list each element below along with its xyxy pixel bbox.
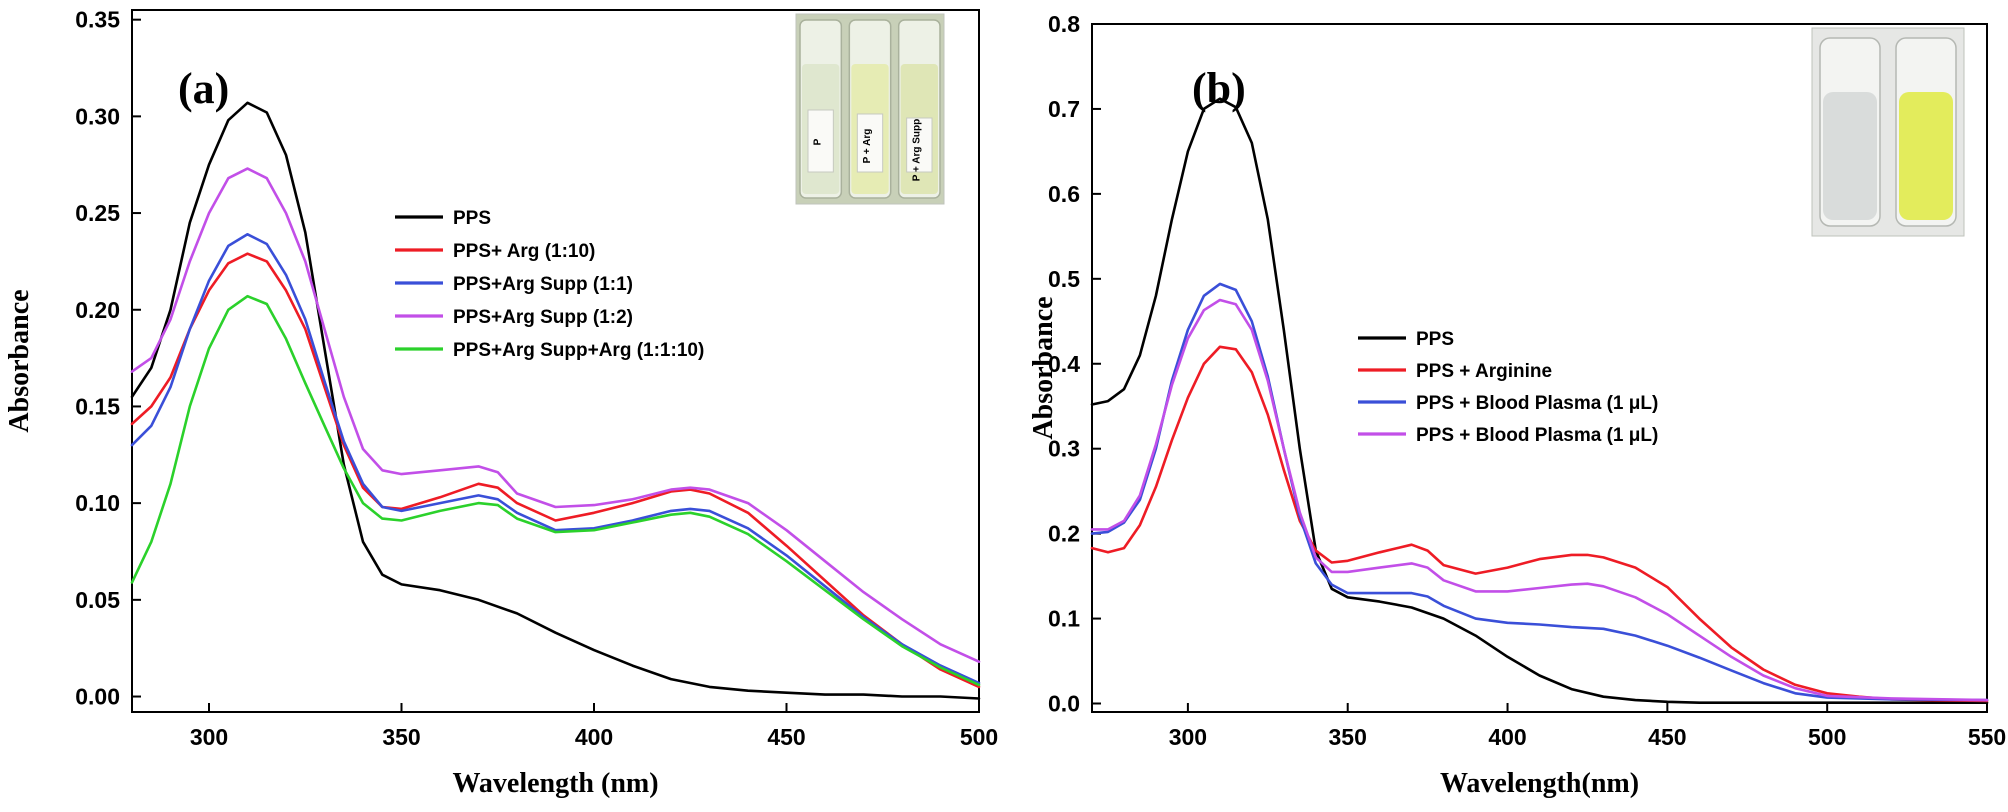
- y-axis-title: Absorbance: [1028, 296, 1059, 439]
- legend: PPS PPS + Arginine PPS + Blood Plasma (1 μ…: [1358, 329, 1658, 446]
- y-tick-label: 0.2: [1048, 521, 1080, 547]
- y-tick-label: 0.00: [75, 684, 120, 710]
- x-tick-label: 400: [575, 724, 613, 750]
- series-line: [130, 101, 981, 700]
- legend-entry: PPS+Arg Supp+Arg (1:1:10): [453, 340, 704, 361]
- vial-label: P + Arg: [862, 129, 873, 164]
- y-tick-label: 0.5: [1048, 266, 1080, 292]
- series-line: [130, 167, 981, 663]
- legend-entry: PPS + Blood Plasma (1 μL): [1416, 425, 1658, 446]
- x-tick-label: 300: [1169, 724, 1207, 750]
- series-line: [1090, 345, 1989, 703]
- inset-vial-photo: P P + Arg P + Arg Supp: [795, 13, 945, 205]
- series-line: [1090, 282, 1989, 702]
- legend-entry: PPS+Arg Supp (1:1): [453, 274, 633, 295]
- legend-entry: PPS: [1416, 329, 1454, 350]
- x-tick-label: 450: [767, 724, 805, 750]
- x-tick-label: 300: [190, 724, 228, 750]
- series-line: [1090, 298, 1989, 702]
- y-axis-title: Absorbance: [4, 289, 35, 432]
- y-tick-label: 0.1: [1048, 606, 1080, 632]
- y-tick-label: 0.6: [1048, 181, 1080, 207]
- y-tick-label: 0.4: [1048, 351, 1080, 377]
- series-line: [130, 233, 981, 685]
- panel-label: (a): [178, 64, 229, 113]
- vial-label: P + Arg Supp: [911, 119, 922, 182]
- y-tick-label: 0.30: [75, 103, 120, 129]
- panel-b-chart: 0.0 0.1 0.2 0.3 0.4 0.5 0.6 0.7 0.8 300 350 400 450 5…: [1028, 11, 2006, 799]
- legend-entry: PPS+ Arg (1:10): [453, 241, 595, 262]
- y-tick-label: 0.35: [75, 7, 120, 33]
- x-tick-label: 400: [1488, 724, 1526, 750]
- y-tick-label: 0.05: [75, 587, 120, 613]
- inset-vial-photo: [1811, 27, 1965, 237]
- legend-entry: PPS + Blood Plasma (1 μL): [1416, 393, 1658, 414]
- y-tick-label: 0.8: [1048, 11, 1080, 37]
- x-tick-label: 450: [1648, 724, 1686, 750]
- legend: PPS PPS+ Arg (1:10) PPS+Arg Supp (1:1) PPS+…: [395, 208, 704, 361]
- plot-area: [131, 9, 980, 713]
- x-tick-label: 350: [382, 724, 420, 750]
- panel-a-chart: 0.00 0.05 0.10 0.15 0.20 0.25 0.30 0.35 300 350 40…: [4, 7, 998, 799]
- x-tick-label: 550: [1968, 724, 2006, 750]
- panel-label: (b): [1192, 64, 1246, 113]
- y-tick-label: 0.3: [1048, 436, 1080, 462]
- x-tick-label: 500: [960, 724, 998, 750]
- legend-entry: PPS: [453, 208, 491, 229]
- legend-entry: PPS+Arg Supp (1:2): [453, 307, 633, 328]
- x-tick-label: 350: [1329, 724, 1367, 750]
- series-line: [130, 294, 981, 687]
- y-tick-label: 0.10: [75, 490, 120, 516]
- x-tick-label: 500: [1808, 724, 1846, 750]
- y-tick-label: 0.0: [1048, 691, 1080, 717]
- y-tick-label: 0.25: [75, 200, 120, 226]
- plot-area: [1091, 23, 1988, 713]
- y-tick-label: 0.15: [75, 393, 120, 419]
- legend-entry: PPS + Arginine: [1416, 361, 1552, 382]
- x-axis-title: Wavelength(nm): [1440, 768, 1639, 799]
- y-tick-label: 0.20: [75, 297, 120, 323]
- y-tick-label: 0.7: [1048, 96, 1080, 122]
- vial-label: P: [813, 138, 824, 145]
- series-line: [1090, 97, 1989, 704]
- series-line: [130, 252, 981, 689]
- x-axis-title: Wavelength (nm): [452, 768, 658, 799]
